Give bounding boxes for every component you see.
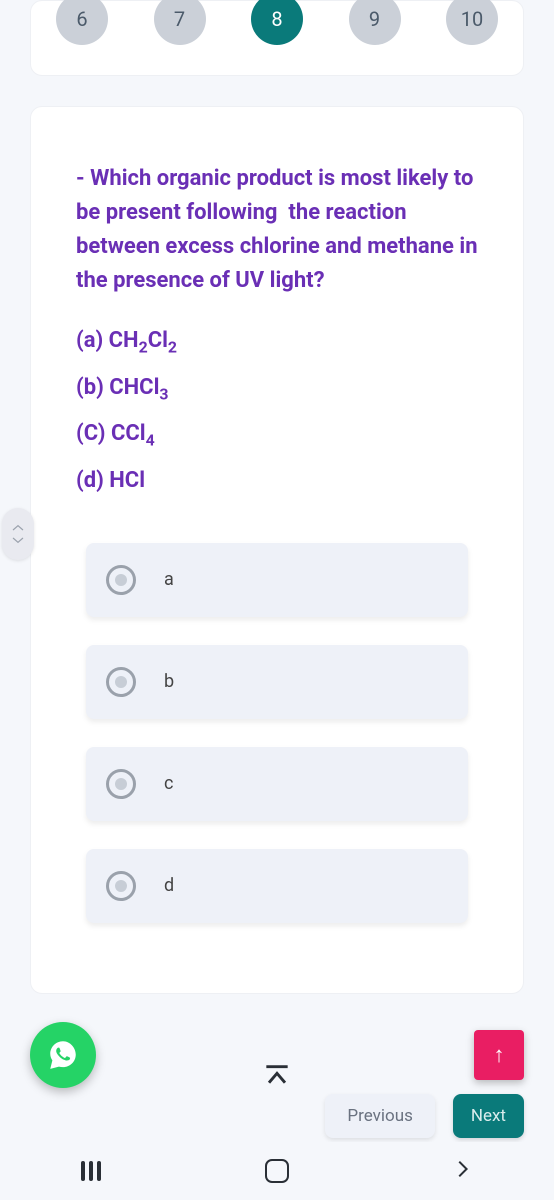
answer-a[interactable]: a xyxy=(86,543,468,617)
question-option-a: (a) CH2Cl2 xyxy=(76,328,478,356)
nav-back-button[interactable] xyxy=(451,1158,473,1184)
pager-dot-9[interactable]: 9 xyxy=(349,0,401,45)
next-button[interactable]: Next xyxy=(453,1094,524,1138)
nav-buttons: Previous Next xyxy=(325,1094,524,1138)
question-option-b: (b) CHCl3 xyxy=(76,375,478,403)
pager-dot-6[interactable]: 6 xyxy=(56,0,108,45)
question-card: - Which organic product is most likely t… xyxy=(30,106,524,994)
radio-icon xyxy=(106,667,136,697)
chevron-up-icon xyxy=(11,523,25,533)
nav-home-button[interactable] xyxy=(265,1159,289,1183)
previous-button[interactable]: Previous xyxy=(325,1094,434,1138)
nav-recents-button[interactable] xyxy=(81,1161,103,1181)
android-navbar xyxy=(0,1142,554,1200)
answer-label: b xyxy=(164,671,174,692)
radio-icon xyxy=(106,565,136,595)
side-scroll-handle[interactable] xyxy=(2,508,34,560)
question-text: - Which organic product is most likely t… xyxy=(76,162,478,298)
pager-dot-7[interactable]: 7 xyxy=(154,0,206,45)
answer-label: c xyxy=(164,773,173,794)
answer-d[interactable]: d xyxy=(86,849,468,923)
collapse-button[interactable] xyxy=(261,1060,293,1092)
radio-icon xyxy=(106,871,136,901)
chevron-up-bar-icon xyxy=(261,1060,293,1092)
answer-label: d xyxy=(164,875,174,896)
pager-row: 6 7 8 9 10 xyxy=(51,1,503,45)
radio-icon xyxy=(106,769,136,799)
chevron-down-icon xyxy=(11,535,25,545)
chevron-right-icon xyxy=(451,1158,473,1180)
pager-dot-10[interactable]: 10 xyxy=(446,0,498,45)
whatsapp-button[interactable] xyxy=(30,1022,96,1088)
answer-label: a xyxy=(164,569,174,590)
question-option-c: (C) CCl4 xyxy=(76,421,478,449)
arrow-up-icon: ↑ xyxy=(494,1042,505,1068)
question-option-d: (d) HCl xyxy=(76,468,478,493)
answer-c[interactable]: c xyxy=(86,747,468,821)
whatsapp-icon xyxy=(46,1038,80,1072)
answer-b[interactable]: b xyxy=(86,645,468,719)
pager-dot-8[interactable]: 8 xyxy=(251,0,303,45)
pager-card: 6 7 8 9 10 xyxy=(30,0,524,76)
scroll-top-button[interactable]: ↑ xyxy=(474,1030,524,1080)
answers-list: a b c d xyxy=(76,543,478,953)
